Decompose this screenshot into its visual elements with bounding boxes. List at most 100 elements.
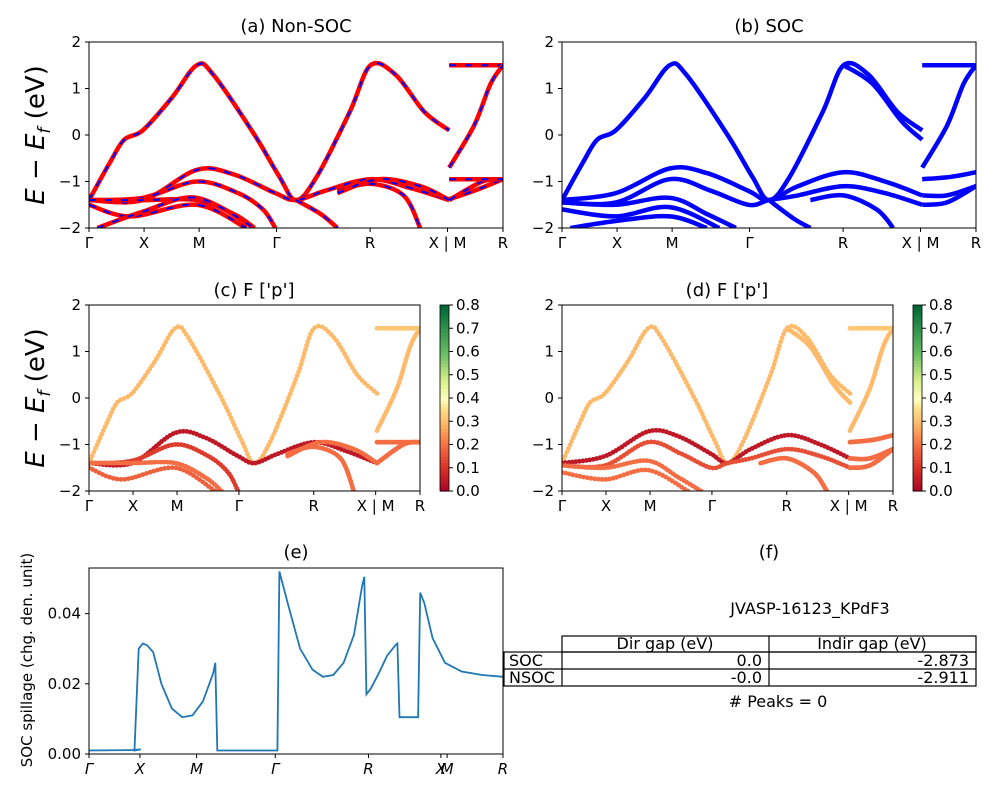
colorbar-segment xyxy=(913,404,922,408)
projection-point xyxy=(114,476,120,482)
projection-point xyxy=(765,380,770,386)
soc-band-7 xyxy=(767,198,812,228)
projection-point xyxy=(599,477,605,482)
soc-band-12 xyxy=(920,63,976,169)
projection-point xyxy=(210,380,216,385)
projection-point xyxy=(770,365,776,371)
projection-point xyxy=(701,415,707,421)
projection-point xyxy=(614,474,619,480)
colorbar-tick-label: 0.3 xyxy=(456,412,480,430)
x-tick-label: X xyxy=(601,497,611,515)
projection-point xyxy=(585,475,590,481)
panel-c-axes: Γ X M Γ R X | M R 2 1 0 −1 −2 xyxy=(59,296,425,515)
nonsoc-band-dash-6 xyxy=(295,199,339,228)
colorbar-segment xyxy=(913,453,922,458)
projection-point xyxy=(110,475,116,481)
projection-point xyxy=(269,435,275,441)
projection-point xyxy=(302,350,307,356)
x-tick-label: M xyxy=(190,760,203,778)
colorbar-segment xyxy=(913,447,922,452)
projection-point xyxy=(97,435,103,441)
projection-point xyxy=(782,446,788,452)
panel-a-axes: Γ X M Γ R X | M R 2 1 0 −1 −2 xyxy=(59,33,508,252)
projection-point xyxy=(745,428,751,434)
projection-point xyxy=(275,421,281,426)
projection-point xyxy=(417,325,420,331)
projection-point xyxy=(574,428,579,433)
projection-point xyxy=(107,474,113,480)
colorbar-segment xyxy=(440,460,449,464)
projection-point xyxy=(847,400,853,405)
projection-point xyxy=(753,410,759,415)
projection-point xyxy=(125,476,131,482)
x-tick-label: R xyxy=(415,497,425,515)
projection-point xyxy=(219,488,224,491)
colorbar-segment xyxy=(440,326,449,331)
colorbar-segment xyxy=(913,475,922,480)
colorbar-segment xyxy=(913,363,922,368)
panel-b: (b) SOC Γ X M Γ R X | M R 2 1 0 −1 −2 xyxy=(532,16,981,252)
row-label-nsoc: NSOC xyxy=(509,668,555,687)
panel-a-bands xyxy=(89,60,503,228)
x-tick-label: M xyxy=(171,497,184,515)
projection-point xyxy=(775,350,780,356)
colorbar-segment xyxy=(913,407,922,411)
colorbar-segment xyxy=(913,357,922,362)
projection-point xyxy=(766,376,772,382)
projection-point xyxy=(751,413,757,419)
panel-d: (d) F ['p'] Γ X M Γ R X | M R 2 1 0 −1 −2 0.8 0.7 0.6… xyxy=(532,280,953,515)
projection-point xyxy=(195,352,201,357)
colorbar-segment xyxy=(913,401,922,405)
projection-point xyxy=(603,477,609,482)
x-tick-label: M xyxy=(666,234,679,252)
colorbar-tick-label: 0.4 xyxy=(929,389,953,407)
projection-point xyxy=(890,432,893,438)
x-tick-label: R xyxy=(838,234,848,252)
colorbar-segment xyxy=(913,336,922,340)
projection-point xyxy=(564,449,570,455)
colorbar-segment xyxy=(440,305,449,309)
panel-e-y-label: SOC spillage (chg. den. unit) xyxy=(18,553,36,768)
projection-point xyxy=(566,459,572,465)
y-tick-label: 0.00 xyxy=(48,745,81,763)
projection-point xyxy=(757,399,763,404)
projection-point xyxy=(180,428,186,434)
colorbar-segment xyxy=(440,357,449,362)
colorbar-segment xyxy=(440,320,449,325)
cell-nsoc-dir: -0.0 xyxy=(731,668,762,687)
y-tick-label: 2 xyxy=(544,33,554,51)
colorbar-segment xyxy=(913,332,922,337)
y-tick-label: 2 xyxy=(71,296,81,314)
colorbar-segment xyxy=(440,332,449,337)
projection-point xyxy=(767,373,773,378)
projection-point xyxy=(756,402,762,408)
x-tick-label: Γ xyxy=(558,234,567,252)
colorbar-segment xyxy=(913,429,922,433)
colorbar-segment xyxy=(913,484,922,489)
projection-point xyxy=(272,428,278,434)
projection-point xyxy=(109,410,114,415)
projection-point xyxy=(233,426,239,432)
projection-point xyxy=(674,362,680,368)
projection-point xyxy=(622,363,628,369)
projection-point xyxy=(169,465,175,470)
x-tick-label: R xyxy=(309,497,319,515)
colorbar-segment xyxy=(440,438,449,442)
projection-point xyxy=(274,424,280,430)
projection-point xyxy=(287,391,293,397)
projection-point xyxy=(578,417,584,423)
colorbar-segment xyxy=(913,317,922,322)
colorbar-segment xyxy=(440,447,449,452)
projection-point xyxy=(212,488,218,491)
colorbar-segment xyxy=(440,329,449,334)
colorbar-segment xyxy=(440,441,449,446)
y-tick-label: 0 xyxy=(71,126,81,144)
y-axis-label-row2: E − Ef (eV) xyxy=(21,328,55,468)
projection-point xyxy=(301,354,306,360)
colorbar-segment xyxy=(440,469,449,473)
projection-point xyxy=(742,435,748,441)
colorbar-segment xyxy=(440,413,449,418)
colorbar-segment xyxy=(440,466,449,470)
projection-point xyxy=(299,358,305,363)
